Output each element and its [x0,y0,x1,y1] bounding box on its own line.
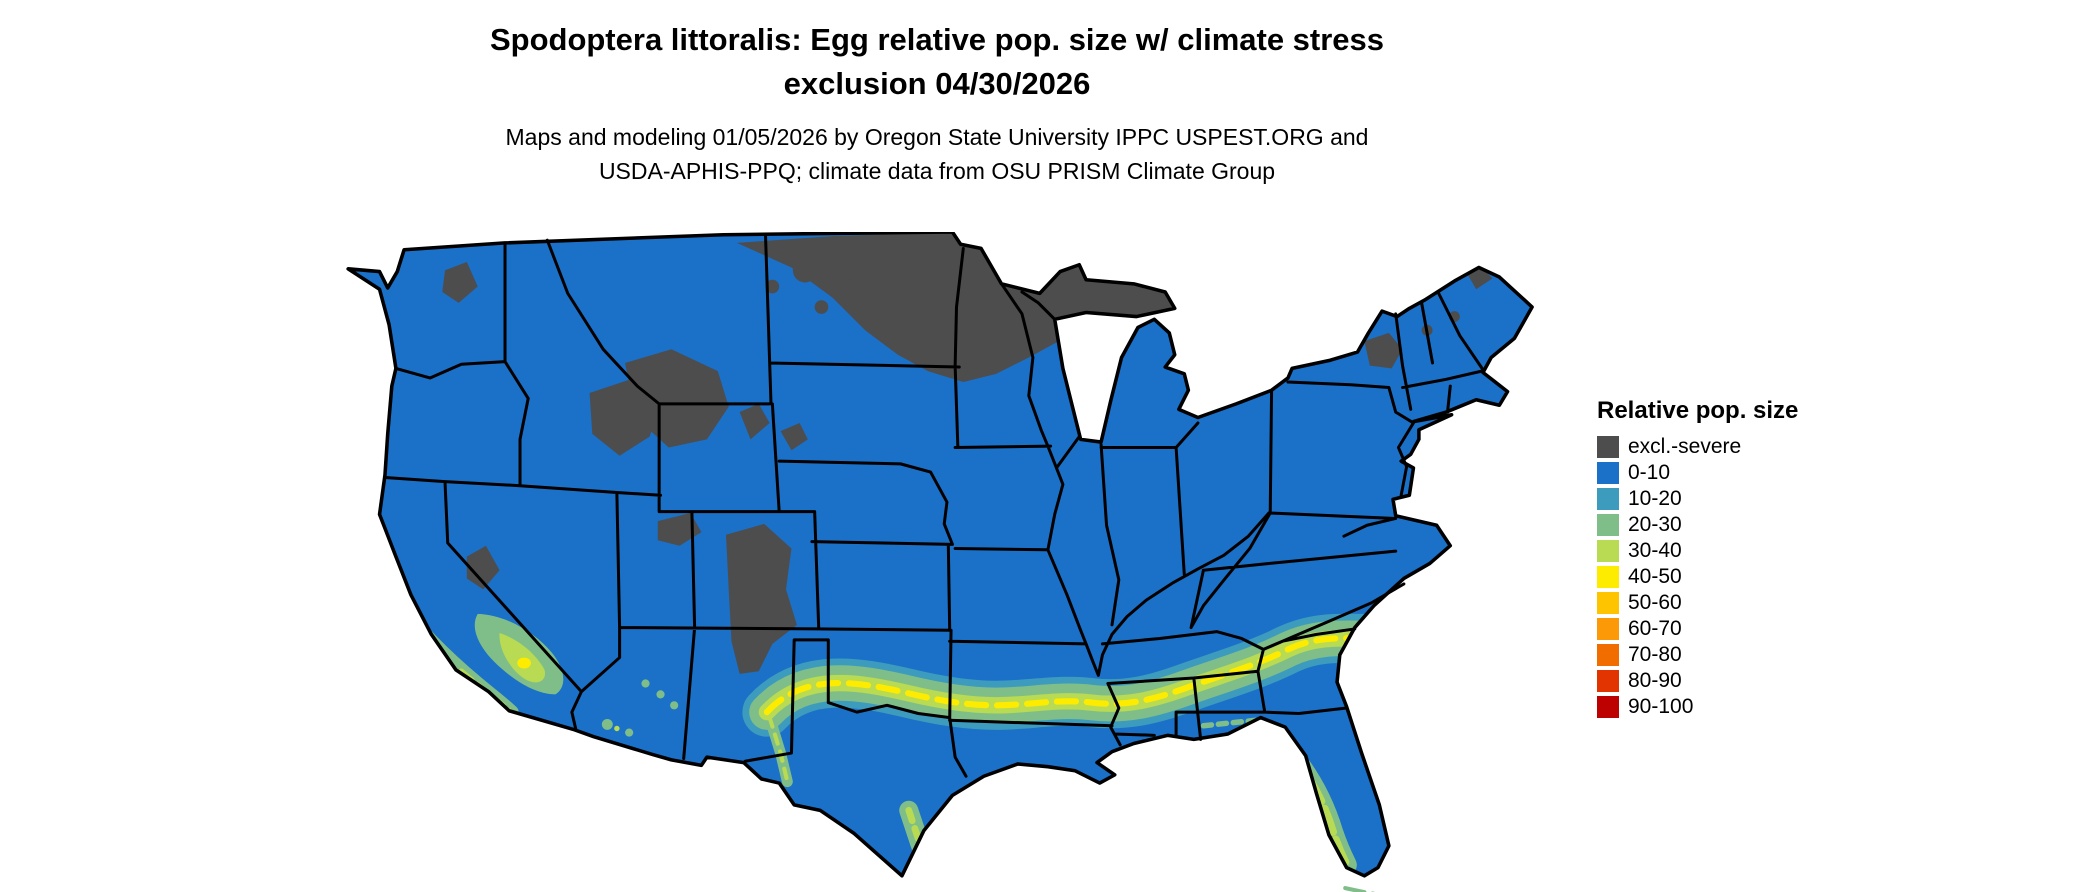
legend-item-10-20: 10-20 [1597,486,1857,512]
legend-item-20-30: 20-30 [1597,512,1857,538]
panhandle-coast-green [1200,717,1258,729]
legend: Relative pop. size excl.-severe 0-10 10-… [1597,396,1857,720]
excluded-bighorn [739,403,770,440]
us-map [314,232,1569,892]
excluded-severe-region [442,232,1493,674]
excluded-speck [792,257,818,283]
page-title-line1: Spodoptera littoralis: Egg relative pop.… [489,22,1385,57]
excluded-cascades [442,262,478,303]
legend-title: Relative pop. size [1597,397,1799,424]
arizona-spot [601,718,613,730]
legend-swatch-30-40 [1597,540,1619,562]
us-map-svg [346,232,1534,892]
legend-item-excl-severe: excl.-severe [1597,434,1857,460]
legend-label: 70-80 [1628,643,1682,666]
legend-label: 30-40 [1628,539,1682,562]
spots-30-40-fills [499,633,620,732]
legend-item-90-100: 90-100 [1597,694,1857,720]
excluded-sierra [466,545,500,590]
page-title-line2: exclusion 04/30/2026 [783,66,1091,101]
legend-label: 10-20 [1628,487,1682,510]
excluded-speck [839,279,859,299]
subtitle-line1: Maps and modeling 01/05/2026 by Oregon S… [505,124,1369,150]
national-outline [346,232,1534,878]
legend-swatch-80-90 [1597,670,1619,692]
arizona-spot-yellowgreen [614,725,620,732]
south-band-yellow [763,635,1371,716]
legend-label: 90-100 [1628,695,1694,718]
excluded-uinta [657,512,702,546]
legend-swatch-50-60 [1597,592,1619,614]
excluded-speck [765,279,780,294]
excluded-black-hills [780,422,808,451]
legend-swatch-0-10 [1597,462,1619,484]
legend-swatch-20-30 [1597,514,1619,536]
legend-label: 40-50 [1628,565,1682,588]
arizona-spot [641,679,650,688]
legend-item-30-40: 30-40 [1597,538,1857,564]
borders [346,232,1534,878]
west-texas-yellowgreen [767,715,790,784]
legend-swatch-90-100 [1597,696,1619,718]
subtitle: Maps and modeling 01/05/2026 by Oregon S… [0,120,1874,188]
arizona-spot [670,701,679,710]
california-yellow-core [517,657,531,669]
arizona-spot [656,690,665,699]
legend-swatch-excl-severe [1597,436,1619,458]
legend-label: excl.-severe [1628,435,1742,458]
legend-label: 0-10 [1628,461,1671,484]
legend-label: 50-60 [1628,591,1682,614]
excluded-colorado-rockies [725,523,797,674]
legend-item-70-80: 70-80 [1597,642,1857,668]
excluded-idaho [589,379,661,456]
legend-label: 20-30 [1628,513,1682,536]
legend-item-0-10: 0-10 [1597,460,1857,486]
subtitle-line2: USDA-APHIS-PPQ; climate data from OSU PR… [598,158,1276,184]
legend-item-50-60: 50-60 [1597,590,1857,616]
legend-item-40-50: 40-50 [1597,564,1857,590]
excluded-speck [878,259,896,276]
legend-label: 80-90 [1628,669,1682,692]
legend-swatch-60-70 [1597,618,1619,640]
legend-item-60-70: 60-70 [1597,616,1857,642]
excluded-north-maine [1466,267,1493,290]
florida-keys [1343,886,1376,892]
legend-swatch-40-50 [1597,566,1619,588]
legend-label: 60-70 [1628,617,1682,640]
excluded-adirondacks [1364,332,1403,369]
legend-swatch-10-20 [1597,488,1619,510]
state-borders [383,234,1485,778]
header: Spodoptera littoralis: Egg relative pop.… [0,18,1874,188]
california-inland-yellowgreen [499,633,546,683]
legend-item-80-90: 80-90 [1597,668,1857,694]
band-40-50 [763,635,1371,716]
excluded-speck [814,300,829,314]
arizona-spot [625,728,634,737]
legend-swatch-70-80 [1597,644,1619,666]
